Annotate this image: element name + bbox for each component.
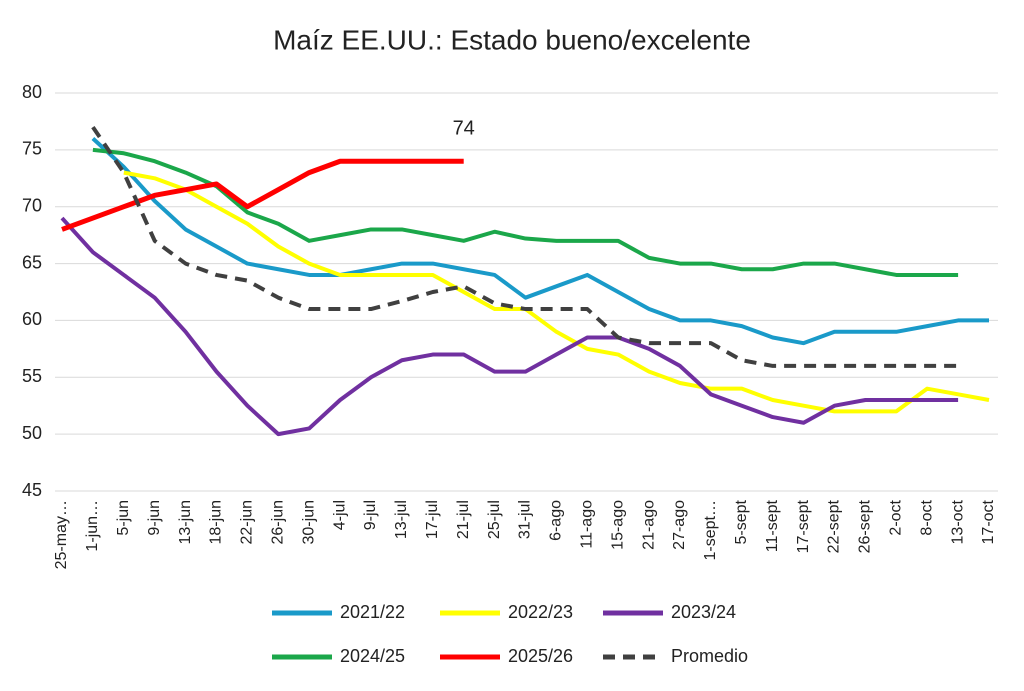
- legend-label: Promedio: [671, 646, 748, 666]
- x-tick-label: 27-ago: [671, 500, 688, 550]
- x-tick-label: 22-sept: [826, 499, 843, 553]
- y-tick-label: 75: [22, 139, 42, 159]
- x-tick-label: 2-oct: [888, 499, 905, 535]
- y-tick-label: 45: [22, 480, 42, 500]
- x-tick-label: 5-sept: [733, 499, 750, 544]
- x-tick-label: 13-oct: [949, 499, 966, 544]
- x-tick-label: 8-oct: [918, 499, 935, 535]
- x-tick-label: 9-jul: [362, 500, 379, 530]
- x-tick-label: 21-ago: [640, 500, 657, 550]
- x-tick-label: 6-ago: [548, 500, 565, 541]
- y-tick-label: 60: [22, 309, 42, 329]
- x-tick-label: 1-sept…: [702, 500, 719, 560]
- x-tick-label: 17-jul: [424, 500, 441, 539]
- x-tick-label: 4-jul: [331, 500, 348, 530]
- x-tick-label: 15-ago: [609, 500, 626, 550]
- x-tick-label: 31-jul: [517, 500, 534, 539]
- x-tick-label: 13-jul: [393, 500, 410, 539]
- series-line: [91, 125, 959, 368]
- x-tick-label: 21-jul: [455, 500, 472, 539]
- y-tick-label: 80: [22, 82, 42, 102]
- x-tick-label: 9-jun: [146, 500, 163, 536]
- x-tick-label: 1-jun…: [84, 500, 101, 552]
- series-line: [123, 170, 990, 414]
- legend-label: 2025/26: [508, 646, 573, 666]
- x-tick-label: 26-jun: [270, 500, 287, 544]
- x-tick-label: 11-sept: [764, 499, 781, 552]
- y-tick-label: 50: [22, 423, 42, 443]
- series-line: [61, 158, 464, 232]
- legend-label: 2021/22: [340, 602, 405, 622]
- x-tick-label: 5-jun: [115, 500, 132, 536]
- x-tick-label: 30-jun: [300, 500, 317, 544]
- legend-label: 2023/24: [671, 602, 736, 622]
- series-line: [60, 216, 959, 437]
- series-line: [92, 147, 959, 277]
- y-tick-label: 70: [22, 195, 42, 215]
- y-tick-label: 65: [22, 252, 42, 272]
- chart-title: Maíz EE.UU.: Estado bueno/excelente: [273, 24, 751, 55]
- x-tick-label: 26-sept: [857, 499, 874, 553]
- x-tick-label: 11-ago: [579, 500, 596, 549]
- x-tick-label: 25-may…: [53, 500, 70, 569]
- x-tick-label: 25-jul: [486, 500, 503, 539]
- series-line: [91, 137, 989, 346]
- annotation: 74: [453, 118, 475, 140]
- y-tick-label: 55: [22, 366, 42, 386]
- x-tick-label: 18-jun: [208, 500, 225, 544]
- x-tick-label: 13-jun: [177, 500, 194, 544]
- x-tick-label: 17-sept: [795, 499, 812, 553]
- legend-label: 2024/25: [340, 646, 405, 666]
- legend-label: 2022/23: [508, 602, 573, 622]
- x-tick-label: 22-jun: [239, 500, 256, 544]
- x-tick-label: 17-oct: [980, 499, 997, 544]
